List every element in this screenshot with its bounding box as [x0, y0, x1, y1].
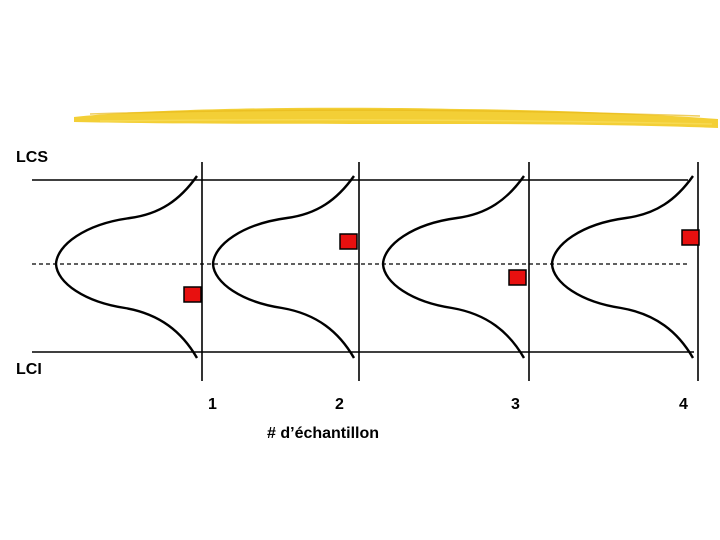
sample-3-marker [508, 269, 527, 286]
sample-4-marker [681, 229, 700, 246]
sample-number-label: 3 [511, 396, 520, 413]
sample-4-distribution [550, 162, 699, 381]
distribution-curve [550, 175, 695, 359]
sample-2-marker [339, 233, 358, 250]
upper-control-limit-label: LCS [16, 149, 48, 166]
sample-2-distribution [211, 162, 360, 381]
sample-number-label: 2 [335, 396, 344, 413]
sample-3-distribution [381, 162, 530, 381]
sample-number-label: 1 [208, 396, 217, 413]
lower-control-limit-label: LCI [16, 361, 42, 378]
x-axis-label: # d’échantillon [267, 425, 380, 442]
title-highlight-bar [74, 107, 718, 128]
sample-number-label: 4 [679, 396, 688, 413]
distribution-curve [211, 175, 356, 359]
sample-1-distribution [54, 162, 203, 381]
distribution-curve [54, 175, 199, 359]
sample-1-marker [183, 286, 202, 303]
distribution-curve [381, 175, 526, 359]
